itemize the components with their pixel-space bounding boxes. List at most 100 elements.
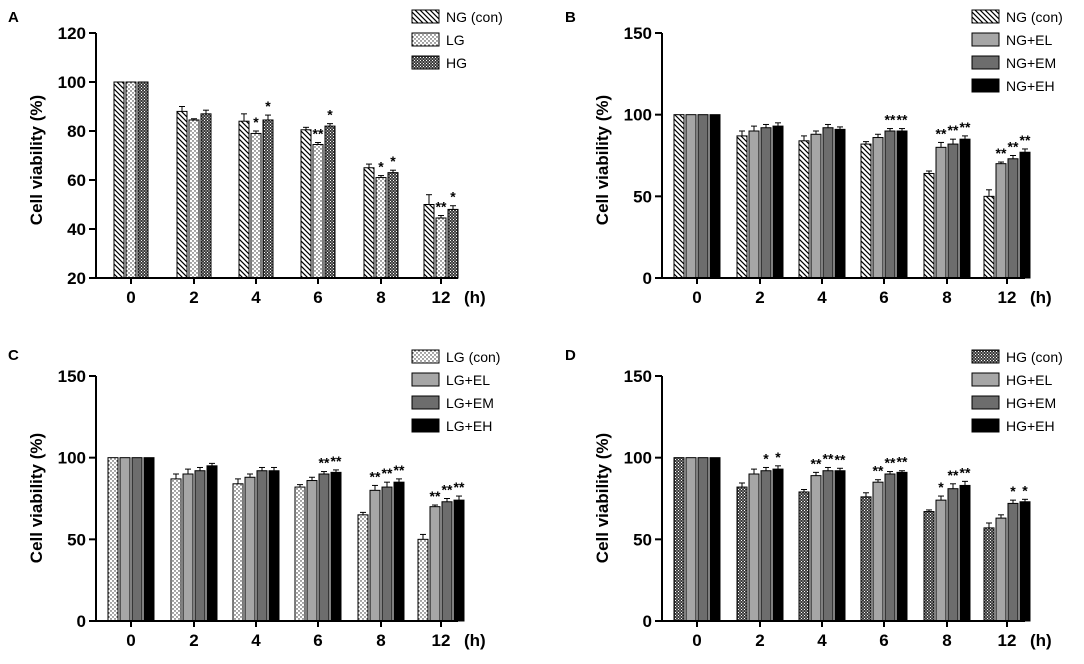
bar-d-1-5 — [995, 517, 1007, 622]
bar-a-2-4 — [387, 172, 399, 279]
bar-c-1-5 — [429, 506, 441, 622]
bar-b-2-3 — [884, 130, 896, 279]
y-tick-label-a-3: 80 — [67, 122, 86, 141]
bar-b-1-0 — [685, 114, 697, 279]
bar-c-0-2 — [232, 483, 244, 622]
significance-d-2-4: ** — [948, 467, 959, 483]
bar-b-1-2 — [810, 133, 822, 279]
significance-d-3-4: ** — [960, 464, 971, 480]
x-tick-label-d-3: 6 — [879, 631, 888, 650]
y-tick-label-b-0: 0 — [643, 269, 652, 288]
x-tick-label-b-0: 0 — [692, 288, 701, 307]
legend-a: NG (con) LG HG — [411, 9, 503, 71]
legend-label-b-0: NG (con) — [1006, 9, 1063, 25]
bar-c-1-1 — [182, 473, 194, 622]
bar-b-3-5 — [1019, 151, 1031, 279]
legend-label-b-2: NG+EM — [1006, 55, 1056, 71]
legend-b: NG (con) NG+EL NG+EM NG+EH — [971, 9, 1063, 94]
y-tick-label-a-2: 60 — [67, 171, 86, 190]
x-tick-label-b-2: 4 — [817, 288, 827, 307]
bar-d-1-0 — [685, 457, 697, 622]
bar-d-2-2 — [822, 470, 834, 622]
bar-b-0-0 — [673, 114, 685, 279]
bar-d-1-4 — [935, 499, 947, 622]
significance-d-1-4: * — [938, 479, 944, 495]
y-axis-label-d: Cell viability (%) — [593, 433, 612, 563]
bar-a-0-5 — [423, 204, 435, 279]
x-tick-label-a-1: 2 — [189, 288, 198, 307]
bar-b-2-4 — [947, 143, 959, 279]
bar-d-0-2 — [798, 491, 810, 622]
y-axis-label-c: Cell viability (%) — [27, 433, 46, 563]
x-unit-label-a: (h) — [464, 288, 486, 307]
significance-a-1-5: ** — [436, 199, 447, 215]
significance-c-2-4: ** — [382, 465, 393, 481]
y-axis-label-a: Cell viability (%) — [27, 95, 46, 225]
y-tick-label-a-1: 40 — [67, 220, 86, 239]
significance-a-2-2: * — [265, 98, 271, 114]
panel-a: A Cell viability (%) 0 2**4***6* *8***12 (h… — [8, 9, 503, 307]
significance-c-3-4: ** — [394, 462, 405, 478]
bar-c-3-1 — [206, 465, 218, 622]
bar-c-2-5 — [441, 501, 453, 622]
significance-b-3-3: ** — [897, 112, 908, 128]
bar-d-3-0 — [709, 457, 721, 622]
bar-a-0-1 — [176, 110, 188, 279]
panel-letter-a: A — [8, 9, 19, 26]
significance-b-2-5: ** — [1008, 139, 1019, 155]
bar-c-1-4 — [369, 489, 381, 622]
bar-c-3-5 — [453, 499, 465, 622]
bar-d-1-2 — [810, 475, 822, 622]
legend-label-b-3: NG+EH — [1006, 78, 1055, 94]
panel-letter-c: C — [8, 347, 19, 364]
bar-c-1-0 — [119, 457, 131, 622]
x-unit-label-d: (h) — [1030, 631, 1052, 650]
x-tick-label-b-3: 6 — [879, 288, 888, 307]
bar-d-1-3 — [872, 481, 884, 622]
bar-c-2-4 — [381, 486, 393, 622]
bar-b-0-5 — [983, 195, 995, 279]
significance-a-1-2: * — [253, 114, 259, 130]
bar-a-1-5 — [435, 217, 447, 279]
legend-swatch-c-3 — [411, 418, 440, 433]
significance-a-1-4: * — [378, 159, 384, 175]
bar-a-2-3 — [324, 125, 336, 279]
bar-d-2-0 — [697, 457, 709, 622]
significance-d-2-1: * — [763, 450, 769, 466]
significance-b-2-3: ** — [885, 112, 896, 128]
y-tick-label-a-4: 100 — [58, 73, 86, 92]
bar-a-2-5 — [447, 208, 459, 279]
bar-b-1-3 — [872, 137, 884, 279]
bar-d-3-3 — [896, 471, 908, 622]
legend-swatch-d-2 — [971, 395, 1000, 410]
legend-swatch-a-1 — [411, 32, 440, 47]
bar-b-2-5 — [1007, 158, 1019, 279]
significance-d-1-2: ** — [811, 455, 822, 471]
legend-swatch-d-3 — [971, 418, 1000, 433]
bar-d-0-0 — [673, 457, 685, 622]
legend-swatch-c-0 — [411, 349, 440, 364]
bar-b-0-4 — [923, 172, 935, 279]
bar-c-3-2 — [268, 470, 280, 622]
bar-c-3-4 — [393, 481, 405, 622]
y-tick-label-a-0: 20 — [67, 269, 86, 288]
x-tick-label-d-1: 2 — [755, 631, 764, 650]
x-tick-label-a-3: 6 — [313, 288, 322, 307]
bar-d-2-5 — [1007, 502, 1019, 622]
y-tick-label-c-2: 100 — [58, 449, 86, 468]
bar-c-0-5 — [417, 538, 429, 622]
x-tick-label-b-5: 12 — [998, 288, 1017, 307]
x-tick-label-c-4: 8 — [376, 631, 385, 650]
y-tick-label-c-1: 50 — [67, 530, 86, 549]
significance-a-2-3: * — [327, 107, 333, 123]
bar-b-1-4 — [935, 146, 947, 279]
legend-swatch-b-0 — [971, 9, 1000, 24]
bar-d-0-3 — [860, 496, 872, 622]
bar-c-0-0 — [107, 457, 119, 622]
significance-d-3-5: * — [1022, 482, 1028, 498]
bar-c-3-0 — [143, 457, 155, 622]
bar-d-1-1 — [748, 473, 760, 622]
